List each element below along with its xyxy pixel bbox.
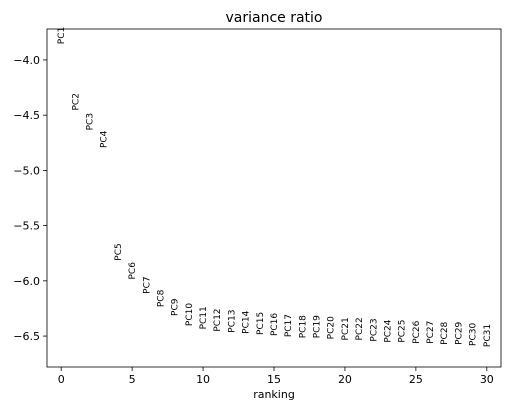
pc-point-label: PC5 [114,243,124,260]
x-tick-label: 0 [58,373,65,386]
pc-point-label: PC8 [157,289,167,307]
pc-point-label: PC17 [284,314,294,337]
pc-point-label: PC7 [142,276,152,293]
y-tick-label: −4.5 [13,109,40,122]
pc-point-label: PC24 [384,319,394,342]
pc-point-label: PC3 [86,113,96,130]
pc-point-label: PC2 [71,93,81,110]
pc-point-label: PC21 [341,317,351,340]
pc-point-label: PC30 [469,323,479,346]
pc-point-label: PC31 [483,324,493,347]
pc-point-label: PC4 [100,130,110,148]
pc-point-label: PC27 [426,321,436,344]
pc-point-label: PC9 [171,298,181,316]
x-tick-label: 10 [196,373,210,386]
pc-point-label: PC12 [213,308,223,331]
pc-point-label: PC26 [412,320,422,343]
y-tick-label: −6.5 [13,330,40,343]
pc-point-label: PC14 [242,310,252,333]
pc-point-label: PC25 [398,320,408,343]
x-tick-label: 5 [129,373,136,386]
pc-point-label: PC29 [454,321,464,344]
y-tick-label: −6.0 [13,275,40,288]
pc-point-label: PC19 [313,315,323,338]
data-point-labels: PC1 PC2 PC3 PC4 PC5 PC6 PC7 PC8 PC9 PC10 PC11 PC12 P… [57,27,493,347]
x-tick-label: 20 [338,373,352,386]
y-tick-label: −5.5 [13,220,40,233]
pc-point-label: PC13 [227,310,237,333]
y-tick-label: −5.0 [13,164,40,177]
pc-point-label: PC11 [199,306,209,329]
y-axis-ticks: −4.0 −4.5 −5.0 −5.5 −6.0 −6.5 [13,54,47,343]
pc-point-label: PC1 [57,27,67,44]
x-tick-label: 15 [267,373,281,386]
x-axis-ticks: 0 5 10 15 20 25 30 [58,367,494,386]
pc-point-label: PC22 [355,317,365,340]
chart-title: variance ratio [225,10,322,26]
pc-point-label: PC15 [256,312,266,335]
pc-point-label: PC18 [298,315,308,338]
x-tick-label: 30 [480,373,494,386]
pc-point-label: PC16 [270,313,280,336]
pc-point-label: PC6 [128,262,138,280]
x-axis-label: ranking [253,388,295,401]
pc-point-label: PC23 [369,318,379,341]
pc-point-label: PC10 [185,303,195,326]
x-tick-label: 25 [409,373,423,386]
pc-point-label: PC28 [440,321,450,344]
pc-point-label: PC20 [327,316,337,339]
y-tick-label: −4.0 [13,54,40,67]
